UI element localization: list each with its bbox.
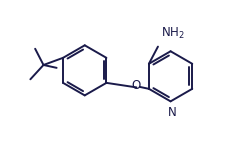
Text: N: N xyxy=(167,106,176,119)
Text: NH$_2$: NH$_2$ xyxy=(161,26,185,41)
Text: O: O xyxy=(132,79,141,92)
